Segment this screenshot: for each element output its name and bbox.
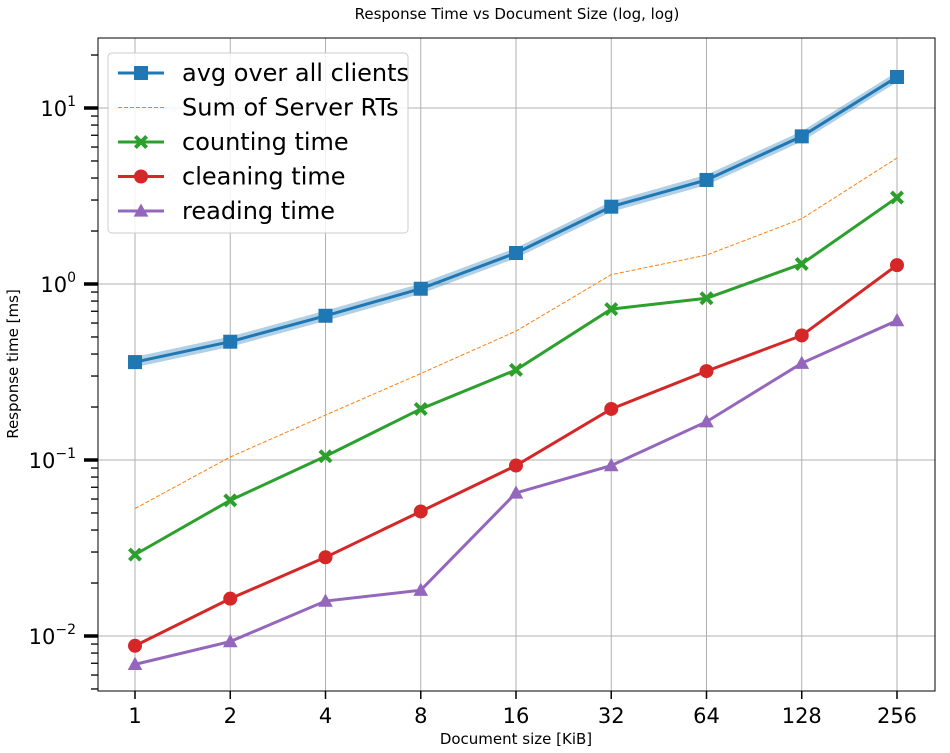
data-point xyxy=(604,302,619,317)
x-tick-label: 4 xyxy=(319,704,332,728)
data-point xyxy=(223,493,238,508)
data-point xyxy=(318,308,333,323)
data-point xyxy=(318,593,333,607)
series-markers xyxy=(127,70,905,671)
legend: avg over all clients Sum of Server RTs cou… xyxy=(107,52,409,234)
data-point xyxy=(890,70,904,85)
legend-marker xyxy=(134,169,148,184)
data-point xyxy=(509,362,523,377)
legend-marker xyxy=(134,135,148,149)
series-line-1 xyxy=(134,157,898,509)
data-point xyxy=(794,256,809,271)
data-point xyxy=(128,547,142,562)
data-point xyxy=(509,458,523,473)
data-point xyxy=(699,291,714,306)
data-point xyxy=(890,190,904,205)
data-point xyxy=(604,401,619,416)
x-tick-label: 16 xyxy=(503,704,530,728)
legend-marker xyxy=(134,66,148,80)
data-point xyxy=(699,414,714,428)
legend-label: Sum of Server RTs xyxy=(182,94,399,122)
y-tick-label: 101 xyxy=(40,94,76,121)
legend-marker xyxy=(133,203,149,217)
chart-title: Response Time vs Document Size (log, log… xyxy=(355,5,680,23)
data-point xyxy=(794,355,810,369)
y-tick-label: 10−1 xyxy=(29,446,76,473)
data-point xyxy=(509,246,523,261)
y-axis-ticks: 10−2 10−1 100 101 xyxy=(29,54,98,690)
x-tick-label: 64 xyxy=(693,704,720,728)
data-point xyxy=(794,328,809,343)
data-point xyxy=(223,334,238,349)
data-point xyxy=(127,656,143,671)
data-point xyxy=(699,364,714,379)
data-point xyxy=(604,199,619,214)
legend-label: cleaning time xyxy=(182,163,346,191)
data-point xyxy=(318,550,333,565)
legend-label: reading time xyxy=(182,197,335,225)
data-point xyxy=(699,172,714,187)
data-point xyxy=(889,312,905,327)
x-tick-label: 256 xyxy=(877,704,917,728)
x-tick-label: 2 xyxy=(224,704,237,728)
data-point xyxy=(222,633,238,648)
legend-box xyxy=(107,52,409,234)
data-point xyxy=(413,504,428,519)
y-tick-label: 100 xyxy=(40,270,76,297)
x-axis-label: Document size [KiB] xyxy=(440,730,592,748)
data-point xyxy=(413,401,428,416)
legend-label: avg over all clients xyxy=(182,59,409,87)
data-point xyxy=(413,582,429,596)
x-tick-label: 128 xyxy=(782,704,822,728)
x-tick-label: 32 xyxy=(598,704,625,728)
x-axis-ticks: 1 2 4 8 16 32 64 128 256 xyxy=(128,691,917,728)
data-point xyxy=(128,355,142,370)
data-point xyxy=(223,591,238,606)
x-tick-label: 8 xyxy=(414,704,427,728)
legend-label: counting time xyxy=(182,128,349,156)
x-tick-label: 1 xyxy=(128,704,141,728)
data-point xyxy=(603,457,619,472)
data-point xyxy=(128,638,142,653)
y-axis-label: Response time [ms] xyxy=(4,289,22,439)
y-tick-label: 10−2 xyxy=(29,622,76,649)
data-point xyxy=(318,449,333,464)
data-point xyxy=(794,129,809,144)
data-point xyxy=(508,485,524,499)
data-point xyxy=(890,258,904,273)
data-point xyxy=(413,281,428,296)
